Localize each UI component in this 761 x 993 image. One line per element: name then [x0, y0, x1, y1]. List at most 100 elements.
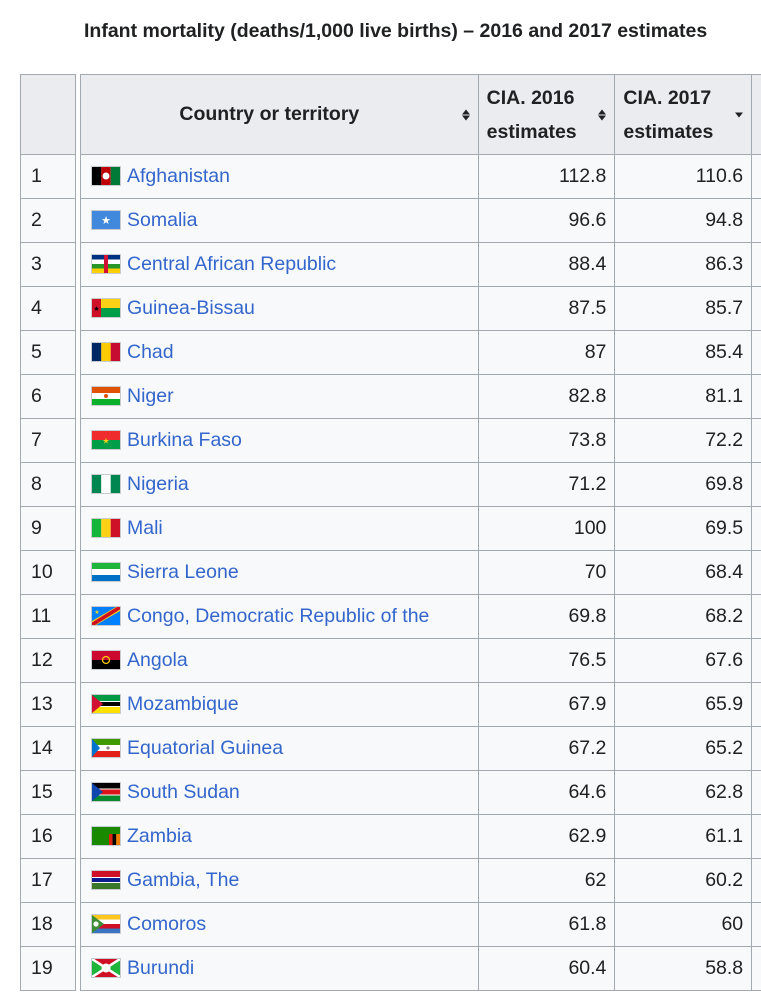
country-link[interactable]: Equatorial Guinea	[127, 737, 284, 759]
country-link[interactable]: Chad	[127, 341, 174, 363]
country-link[interactable]: Gambia, The	[127, 869, 240, 891]
cia-2017-value: 60.2	[614, 858, 753, 903]
table-row: ★ Guinea-Bissau 87.5 85.7	[80, 286, 761, 331]
rank-cell: 1	[20, 154, 76, 199]
cia-2017-value: 86.3	[614, 242, 753, 287]
table-row: ★ Burkina Faso 73.8 72.2	[80, 418, 761, 463]
country-cell: ★ Guinea-Bissau	[80, 286, 479, 331]
flag-mozambique-icon[interactable]	[91, 694, 121, 714]
country-link[interactable]: Somalia	[127, 209, 198, 231]
flag-sierra-leone-icon[interactable]	[91, 562, 121, 582]
cia-2016-value: 62.9	[477, 814, 616, 859]
flag-nigeria-icon[interactable]	[91, 474, 121, 494]
flag-comoros-icon[interactable]	[91, 914, 121, 934]
flag-afghanistan-icon[interactable]	[91, 166, 121, 186]
cia-2016-value: 70	[477, 550, 616, 595]
table-row: South Sudan 64.6 62.8	[80, 770, 761, 815]
cia-2016-value: 96.6	[477, 198, 616, 243]
country-link[interactable]: Central African Republic	[127, 253, 337, 275]
country-link[interactable]: Angola	[127, 649, 188, 671]
cia-2017-header-line1: CIA. 2017	[623, 86, 712, 109]
flag-niger-icon[interactable]	[91, 386, 121, 406]
extra-cell	[751, 550, 761, 595]
extra-cell	[751, 594, 761, 639]
flag-burundi-icon[interactable]	[91, 958, 121, 978]
country-cell: Comoros	[80, 902, 479, 947]
flag-south-sudan-icon[interactable]	[91, 782, 121, 802]
country-link[interactable]: Burkina Faso	[127, 429, 242, 451]
country-link[interactable]: Guinea-Bissau	[127, 297, 255, 319]
extra-cell	[751, 858, 761, 903]
cia-2016-value: 100	[477, 506, 616, 551]
country-link[interactable]: Nigeria	[127, 473, 189, 495]
country-link[interactable]: Mozambique	[127, 693, 239, 715]
extra-cell	[751, 242, 761, 287]
extra-cell	[751, 154, 761, 199]
table-row: Gambia, The 62 60.2	[80, 858, 761, 903]
table-row: Zambia 62.9 61.1	[80, 814, 761, 859]
rank-cell: 5	[20, 330, 76, 375]
country-cell: Niger	[80, 374, 479, 419]
flag-zambia-icon[interactable]	[91, 826, 121, 846]
sort-both-icon[interactable]	[461, 109, 470, 120]
rank-cell: 14	[20, 726, 76, 771]
extra-cell	[751, 286, 761, 331]
flag-guinea-bissau-icon[interactable]: ★	[91, 298, 121, 318]
extra-cell	[751, 330, 761, 375]
cia-2017-value: 85.7	[614, 286, 753, 331]
extra-cell	[751, 682, 761, 727]
country-link[interactable]: South Sudan	[127, 781, 240, 803]
flag-somalia-icon[interactable]: ★	[91, 210, 121, 230]
table-row: Comoros 61.8 60	[80, 902, 761, 947]
rank-row: 6	[20, 374, 76, 419]
cia-2017-value: 60	[614, 902, 753, 947]
flag-dr-congo-icon[interactable]: ★	[91, 606, 121, 626]
country-link[interactable]: Congo, Democratic Republic of the	[127, 605, 430, 627]
flag-gambia-icon[interactable]	[91, 870, 121, 890]
country-header-label: Country or territory	[179, 103, 360, 125]
flag-burkina-faso-icon[interactable]: ★	[91, 430, 121, 450]
country-cell: Nigeria	[80, 462, 479, 507]
cia-2016-value: 73.8	[477, 418, 616, 463]
sort-descending-icon[interactable]	[735, 112, 744, 117]
rank-cell: 17	[20, 858, 76, 903]
table-row: Afghanistan 112.8 110.6	[80, 154, 761, 199]
rank-row: 8	[20, 462, 76, 507]
table-row: Sierra Leone 70 68.4	[80, 550, 761, 595]
country-link[interactable]: Mali	[127, 517, 163, 539]
country-link[interactable]: Niger	[127, 385, 174, 407]
sort-both-icon[interactable]	[598, 109, 607, 120]
table-row: ★ Somalia 96.6 94.8	[80, 198, 761, 243]
country-column-header[interactable]: Country or territory	[80, 74, 479, 155]
flag-angola-icon[interactable]	[91, 650, 121, 670]
country-link[interactable]: Burundi	[127, 957, 195, 979]
table-row: Angola 76.5 67.6	[80, 638, 761, 683]
table-row: Equatorial Guinea 67.2 65.2	[80, 726, 761, 771]
cia-2017-column-header[interactable]: CIA. 2017 estimates	[614, 74, 753, 155]
flag-central-african-republic-icon[interactable]	[91, 254, 121, 274]
flag-equatorial-guinea-icon[interactable]	[91, 738, 121, 758]
country-link[interactable]: Afghanistan	[127, 165, 230, 187]
extra-cell	[751, 506, 761, 551]
country-cell: ★ Somalia	[80, 198, 479, 243]
cia-2016-column-header[interactable]: CIA. 2016 estimates	[477, 74, 616, 155]
country-link[interactable]: Sierra Leone	[127, 561, 239, 583]
rank-cell: 7	[20, 418, 76, 463]
extra-cell	[751, 418, 761, 463]
cia-2016-value: 88.4	[477, 242, 616, 287]
cia-2017-value: 68.4	[614, 550, 753, 595]
table-row: Mozambique 67.9 65.9	[80, 682, 761, 727]
country-cell: Chad	[80, 330, 479, 375]
rank-row: 15	[20, 770, 76, 815]
country-link[interactable]: Comoros	[127, 913, 207, 935]
flag-mali-icon[interactable]	[91, 518, 121, 538]
cia-2016-value: 67.9	[477, 682, 616, 727]
country-link[interactable]: Zambia	[127, 825, 193, 847]
cia-2017-value: 68.2	[614, 594, 753, 639]
flag-chad-icon[interactable]	[91, 342, 121, 362]
rank-row: 2	[20, 198, 76, 243]
country-cell: Burundi	[80, 946, 479, 991]
country-cell: Gambia, The	[80, 858, 479, 903]
cia-2017-header-line2: estimates	[623, 120, 714, 143]
country-cell: Mozambique	[80, 682, 479, 727]
